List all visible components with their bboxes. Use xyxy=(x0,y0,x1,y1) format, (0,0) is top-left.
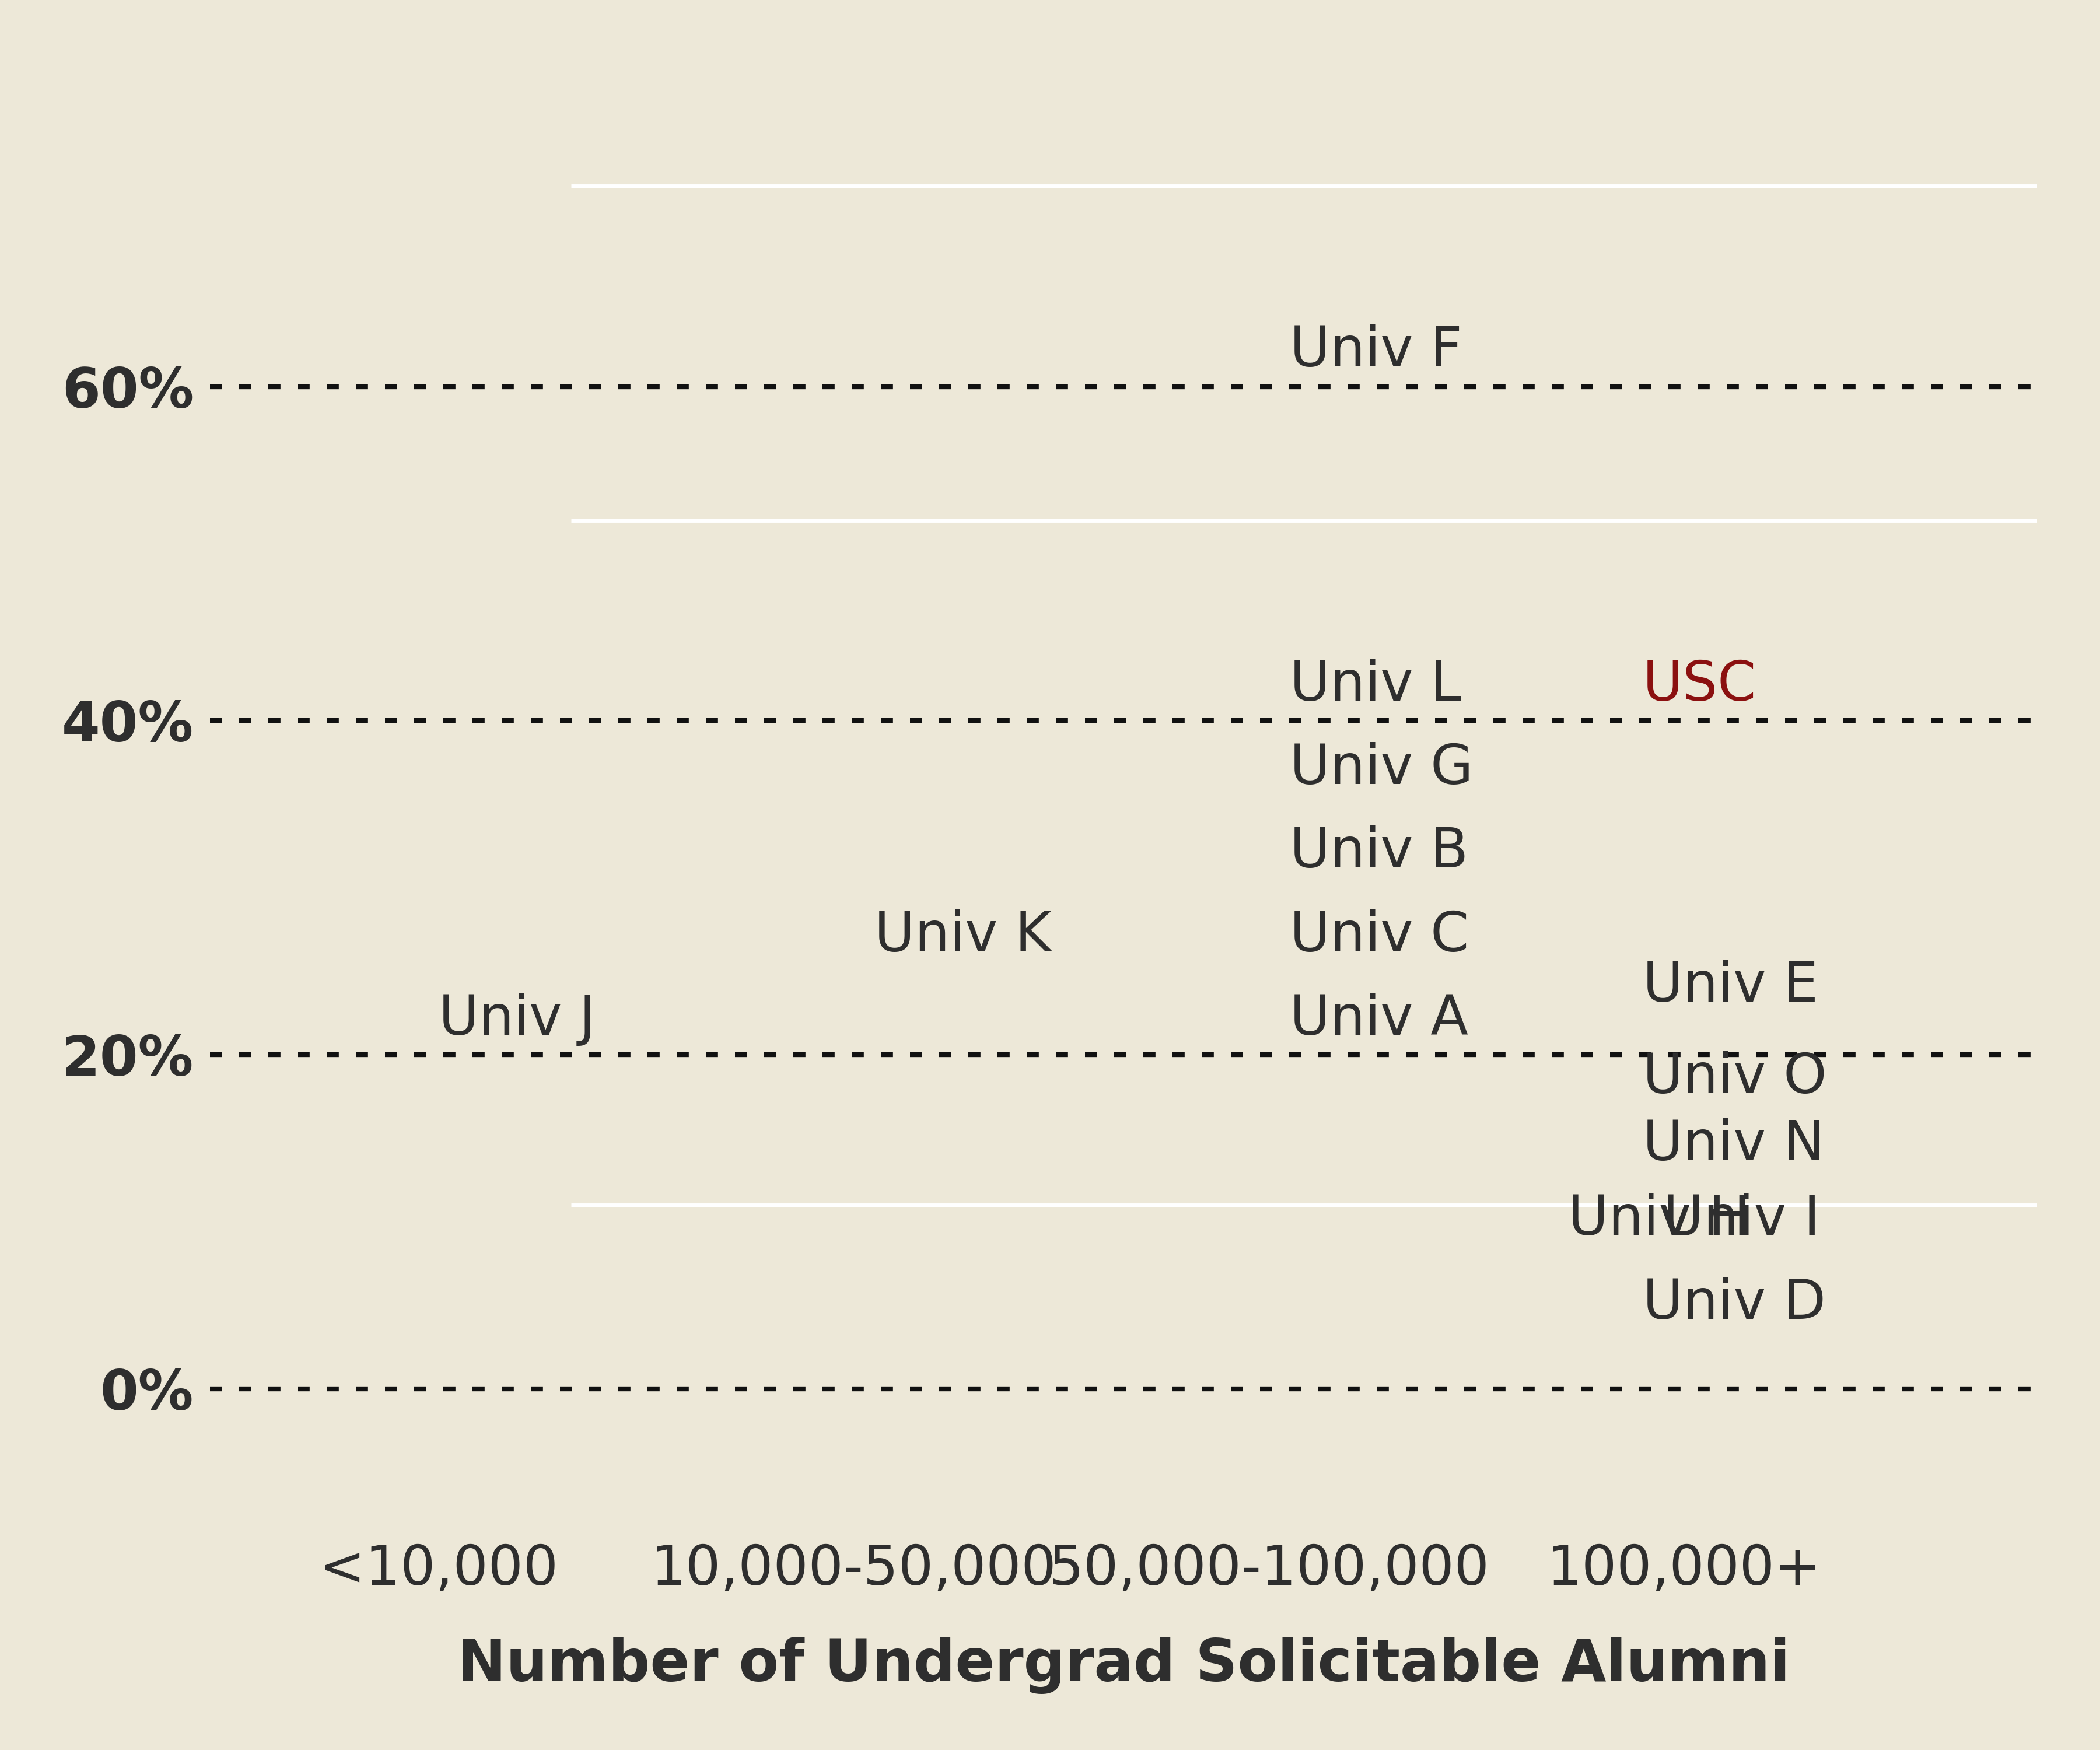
Text: Univ A: Univ A xyxy=(1289,992,1468,1046)
Text: Univ J: Univ J xyxy=(439,992,596,1046)
Text: Univ D: Univ D xyxy=(1642,1278,1825,1330)
Text: Univ L: Univ L xyxy=(1289,658,1462,712)
Text: Univ H: Univ H xyxy=(1569,1194,1749,1246)
Text: Univ G: Univ G xyxy=(1289,742,1472,796)
Text: Univ F: Univ F xyxy=(1289,324,1462,378)
X-axis label: Number of Undergrad Solicitable Alumni: Number of Undergrad Solicitable Alumni xyxy=(458,1636,1789,1694)
Text: Univ O: Univ O xyxy=(1642,1052,1827,1104)
Text: Univ I: Univ I xyxy=(1663,1194,1821,1246)
Text: Univ E: Univ E xyxy=(1642,959,1819,1013)
Text: Univ C: Univ C xyxy=(1289,910,1468,963)
Text: Univ K: Univ K xyxy=(874,910,1052,963)
Text: USC: USC xyxy=(1642,658,1756,712)
Text: Univ N: Univ N xyxy=(1642,1118,1825,1172)
Text: Univ B: Univ B xyxy=(1289,826,1468,878)
